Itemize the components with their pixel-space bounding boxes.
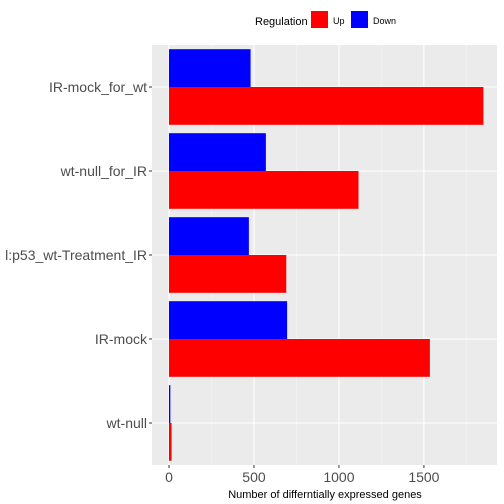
x-tick-label: 1000 — [323, 469, 354, 485]
legend: Regulation Up Down — [255, 11, 396, 28]
y-axis: IR-mock_for_wt wt-null_for_IR l:p53_wt-Tre… — [5, 79, 152, 431]
bar-up — [168, 171, 359, 209]
y-tick-label: wt-null_for_IR — [60, 163, 147, 179]
legend-key-down — [351, 11, 368, 28]
bars — [168, 49, 484, 461]
legend-title: Regulation — [255, 16, 308, 28]
x-tick-label: 500 — [242, 469, 266, 485]
bar-up — [168, 339, 430, 377]
x-axis: 0 500 1000 1500 — [165, 465, 440, 485]
y-tick-label: IR-mock — [95, 331, 148, 347]
legend-key-up — [311, 11, 328, 28]
x-axis-title: Number of differntially expressed genes — [228, 489, 422, 501]
bar-down — [168, 385, 171, 423]
y-tick-label: l:p53_wt-Treatment_IR — [5, 247, 147, 263]
legend-label-down: Down — [373, 16, 396, 26]
y-tick-label: IR-mock_for_wt — [49, 79, 147, 95]
x-tick-label: 0 — [165, 469, 173, 485]
bar-down — [168, 49, 251, 87]
x-tick-label: 1500 — [408, 469, 439, 485]
bar-up — [168, 255, 287, 293]
bar-down — [168, 301, 288, 339]
bar-up — [168, 87, 484, 125]
bar-up — [168, 423, 172, 461]
legend-label-up: Up — [333, 16, 345, 26]
bar-down — [168, 133, 266, 171]
y-tick-label: wt-null — [106, 415, 147, 431]
bar-down — [168, 217, 249, 255]
